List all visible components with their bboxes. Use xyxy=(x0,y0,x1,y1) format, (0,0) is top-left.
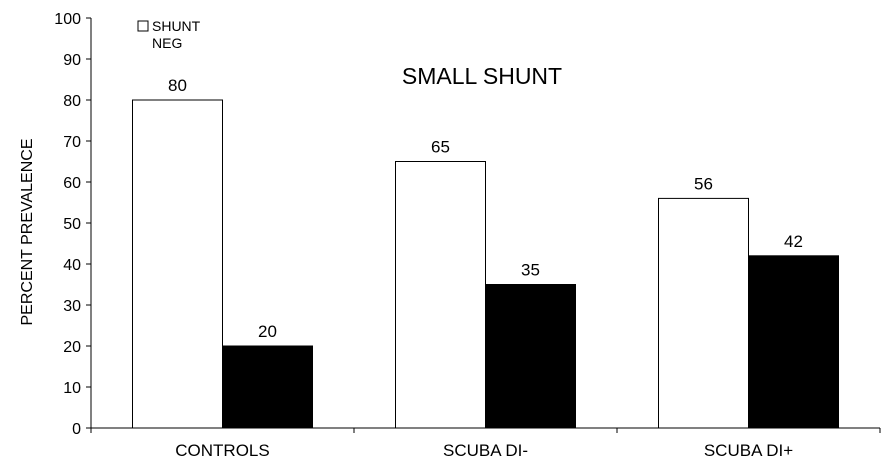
y-tick-label: 10 xyxy=(63,380,81,397)
axes: 0 10 20 30 40 50 60 70 80 90 100 CONTROLS SCUBA DI- S… xyxy=(54,11,881,460)
bar-shunt-neg xyxy=(132,99,223,429)
y-axis-label: PERCENT PREVALENCE xyxy=(19,138,36,325)
bar-shunt-neg xyxy=(658,197,749,429)
y-tick-label: 50 xyxy=(63,216,81,233)
legend-label-line1: SHUNT xyxy=(152,18,201,34)
bar-series-2 xyxy=(222,345,313,429)
y-tick-label: 0 xyxy=(72,421,81,438)
bar-value-label: 42 xyxy=(784,232,803,251)
y-tick-label: 40 xyxy=(63,257,81,274)
chart-title: SMALL SHUNT xyxy=(402,63,562,89)
y-tick-label: 80 xyxy=(63,93,81,110)
x-category-label: CONTROLS xyxy=(175,441,269,460)
y-tick-label: 70 xyxy=(63,134,81,151)
y-tick-label: 60 xyxy=(63,175,81,192)
bar-value-label: 35 xyxy=(521,261,540,280)
legend-swatch-shunt-neg xyxy=(137,20,149,32)
x-category-label: SCUBA DI- xyxy=(443,441,528,460)
legend-label-line2: NEG xyxy=(152,35,182,51)
bar-value-label: 65 xyxy=(431,138,450,157)
data-labels: 80 20 65 35 56 42 xyxy=(168,76,803,341)
y-tick-label: 20 xyxy=(63,339,81,356)
bar-value-label: 20 xyxy=(258,322,277,341)
bar-series-2 xyxy=(485,284,576,429)
y-tick-label: 90 xyxy=(63,52,81,69)
y-tick-label: 30 xyxy=(63,298,81,315)
bar-shunt-neg xyxy=(395,161,486,429)
bars xyxy=(132,99,839,429)
y-tick-label: 100 xyxy=(54,11,81,28)
legend: SHUNT NEG xyxy=(137,18,201,51)
x-category-label: SCUBA DI+ xyxy=(704,441,793,460)
bar-value-label: 56 xyxy=(694,174,713,193)
bar-series-2 xyxy=(748,255,839,429)
bar-value-label: 80 xyxy=(168,76,187,95)
